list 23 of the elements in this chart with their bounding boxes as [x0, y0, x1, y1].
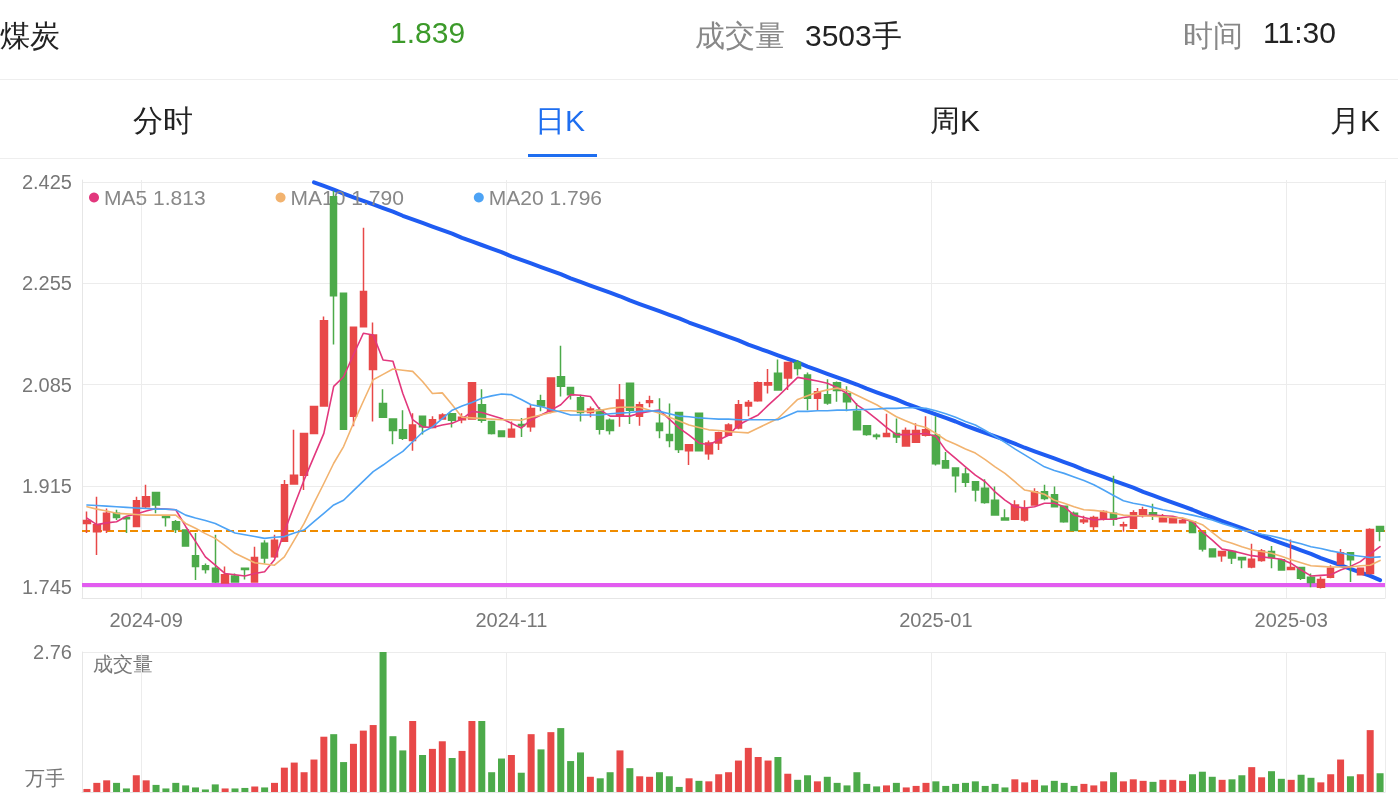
text: 月K: [1330, 104, 1381, 137]
y-tick-label: 1.745: [21, 576, 72, 599]
text: 3503手: [805, 19, 902, 52]
text: 周K: [930, 104, 981, 137]
legend-label: MA5 1.813: [104, 186, 206, 209]
text: 11:30: [1263, 16, 1336, 49]
x-tick-label: 2024-11: [475, 609, 548, 631]
x-tick-label: 2025-01: [899, 609, 973, 631]
y-tick-label: 1.915: [21, 474, 72, 497]
y-axis-title: 万手: [25, 767, 65, 789]
legend-label: MA20 1.796: [488, 186, 603, 209]
x-tick-label: 2025-03: [1254, 609, 1328, 631]
text: 成交量: [695, 19, 785, 52]
chart-title: 煤炭: [0, 19, 60, 52]
text: 时间: [1183, 19, 1243, 52]
y-tick-label: 2.425: [21, 170, 72, 193]
text: 1.839: [390, 16, 466, 49]
y-tick-label: 2.76: [33, 641, 72, 663]
y-tick-label: 2.255: [21, 272, 72, 295]
text: 分时: [133, 104, 193, 137]
y-tick-label: 2.085: [21, 373, 72, 396]
text: 日K: [535, 104, 586, 137]
x-tick-label: 2024-09: [109, 609, 183, 631]
